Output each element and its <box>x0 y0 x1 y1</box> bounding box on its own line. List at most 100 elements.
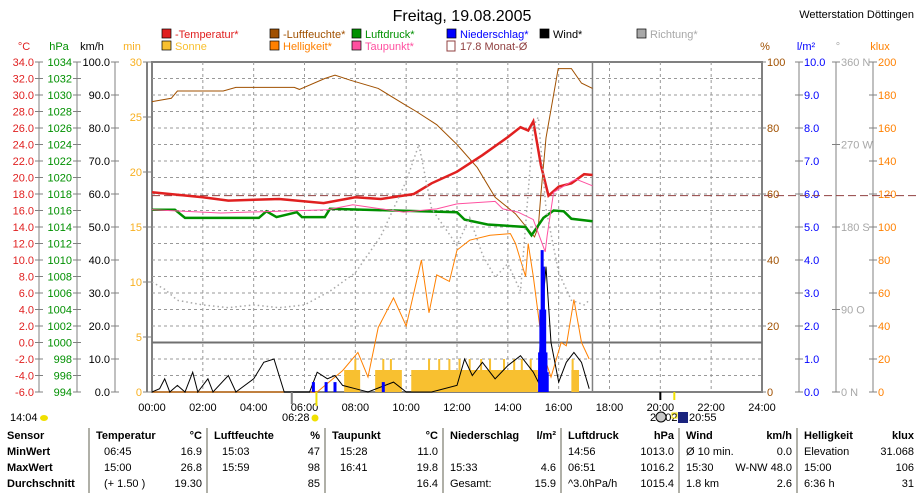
row-value: 1016.2 <box>640 462 674 474</box>
column-header: Helligkeit klux <box>798 428 918 444</box>
axis-tick-label-wind: 70.0 <box>89 156 110 168</box>
axis-tick-label-lux: 0 <box>878 387 884 399</box>
sun-spike <box>448 359 451 370</box>
row-time: 15:00 <box>804 462 832 474</box>
column-label: Luftfeuchte <box>214 430 274 442</box>
column-unit: klux <box>891 430 914 442</box>
table-row: 15:59 98 <box>208 460 326 476</box>
axis-tick-label-press: 1018 <box>48 189 72 201</box>
axis-tick-label-press: 1002 <box>48 321 72 333</box>
axis-tick-label-temp: 22.0 <box>13 156 34 168</box>
legend-swatch-icon <box>351 28 362 39</box>
x-tick-label: 02:00 <box>189 402 217 414</box>
axis-tick-label-press: 1014 <box>48 222 72 234</box>
axis-tick-label-press: 1032 <box>48 74 72 86</box>
axis-tick-label-rain: 10.0 <box>804 57 825 69</box>
column-header: Luftfeuchte% <box>208 428 326 444</box>
axis-tick-label-temp: -4.0 <box>15 371 34 383</box>
table-row: 06:45 16.9 <box>90 444 208 460</box>
axis-tick-label-rain: 1.0 <box>804 354 819 366</box>
legend-item: Helligkeit* <box>283 41 333 53</box>
axis-tick-label-wind: 30.0 <box>89 288 110 300</box>
sunset-marker-icon <box>671 412 678 419</box>
column-label: Niederschlag <box>450 430 520 442</box>
axis-unit-lux: klux <box>870 41 890 53</box>
axis-tick-label-sun: 20 <box>130 167 142 179</box>
series-line-taupunkt <box>151 178 593 252</box>
axis-tick-label-press: 1004 <box>48 305 72 317</box>
axis-tick-label-temp: 16.0 <box>13 206 34 218</box>
sun-bar <box>344 370 361 392</box>
axis-tick-label-temp: 6.0 <box>19 288 34 300</box>
stats-column-5: Wind km/h Ø 10 min. 0.0 15:30 W-NW 48.0 1.8 km… <box>678 428 798 493</box>
axis-unit-wind: km/h <box>80 41 104 53</box>
weather-chart: Freitag, 19.08.2005 Wetterstation Döttin… <box>10 8 918 424</box>
x-tick-label: 24:00 <box>748 402 776 414</box>
stats-column-6: Helligkeit klux Elevation 31.068 15:00 106 6:3… <box>796 428 918 493</box>
axis-tick-label-rain: 7.0 <box>804 156 819 168</box>
table-row: 15:28 11.0 <box>326 444 444 460</box>
row-time: 15:00 <box>104 462 132 474</box>
axis-tick-label-temp: -2.0 <box>15 354 34 366</box>
sun-spike <box>520 359 523 370</box>
table-row: 16.4 <box>326 476 444 492</box>
axis-tick-label-press: 1028 <box>48 107 72 119</box>
legend-swatch-icon <box>539 28 550 39</box>
column-unit: l/m² <box>536 430 556 442</box>
legend-item: Sonne <box>175 41 207 53</box>
table-row <box>444 444 562 460</box>
legend-swatch-icon <box>351 40 362 51</box>
legend-item: Wind* <box>553 29 583 41</box>
axis-tick-label-rain: 6.0 <box>804 189 819 201</box>
axis-tick-label-lux: 180 <box>878 90 896 102</box>
column-unit: °C <box>189 430 202 442</box>
sun-spike <box>382 359 385 370</box>
axis-tick-label-lux: 160 <box>878 123 896 135</box>
grid: 00:00 02:00 04:00 06:00 08:00 10:00 12:00 14:00… <box>138 61 776 414</box>
axis-tick-label-wind: 40.0 <box>89 255 110 267</box>
axis-tick-label-rain: 3.0 <box>804 288 819 300</box>
axis-tick-label-rain: 0.0 <box>804 387 819 399</box>
axis-tick-label-press: 1010 <box>48 255 72 267</box>
rain-bar <box>543 309 547 392</box>
sun-bar <box>571 370 579 392</box>
row-value: 1015.4 <box>640 478 674 490</box>
column-header: Taupunkt °C <box>326 428 444 444</box>
axis-tick-label-rain: 8.0 <box>804 123 819 135</box>
column-label: Wind <box>686 430 713 442</box>
table-row: 14:56 1013.0 <box>562 444 680 460</box>
axis-tick-label-temp: 14.0 <box>13 222 34 234</box>
axis-tick-label-press: 1008 <box>48 272 72 284</box>
series-line-luftfeuchte <box>151 68 593 238</box>
row-time: 15:33 <box>450 462 478 474</box>
x-tick-label: 22:00 <box>697 402 725 414</box>
sunset-icon <box>678 412 688 423</box>
stats-column-0: Temperatur °C 06:45 16.9 15:00 26.8 (+ 1.50 ) 1… <box>88 428 208 493</box>
row-time: 15:30 <box>686 462 714 474</box>
legend-swatch-icon <box>161 40 172 51</box>
axis-tick-label-temp: 30.0 <box>13 90 34 102</box>
row-value: 47 <box>307 446 320 458</box>
axis-tick-label-temp: 24.0 <box>13 140 34 152</box>
table-row: 15:00 106 <box>798 460 918 476</box>
monthly-avg-icon <box>446 40 456 52</box>
x-tick-label: 18:00 <box>596 402 624 414</box>
table-row: ^3.0hPa/h 1015.4 <box>562 476 680 492</box>
axis-tick-label-lux: 80 <box>878 255 890 267</box>
row-value: 4.6 <box>540 462 556 474</box>
legend-swatch-icon <box>269 40 280 51</box>
series-line-helligkeit <box>152 233 590 393</box>
column-unit: % <box>310 430 320 442</box>
sunset-time: 20:55 <box>689 412 717 424</box>
legend-item: -Temperatur* <box>175 29 239 41</box>
x-tick-label: 12:00 <box>443 402 471 414</box>
axis-tick-label-temp: 18.0 <box>13 189 34 201</box>
row-label: MinWert <box>0 444 88 460</box>
row-time: 14:56 <box>568 446 596 458</box>
axis-tick-label-press: 1024 <box>48 140 72 152</box>
axis-tick-label-hum: 100 <box>767 57 785 69</box>
axis-tick-label-wind: 60.0 <box>89 189 110 201</box>
sun-icon <box>40 415 48 421</box>
row-value: 19.30 <box>174 478 202 490</box>
